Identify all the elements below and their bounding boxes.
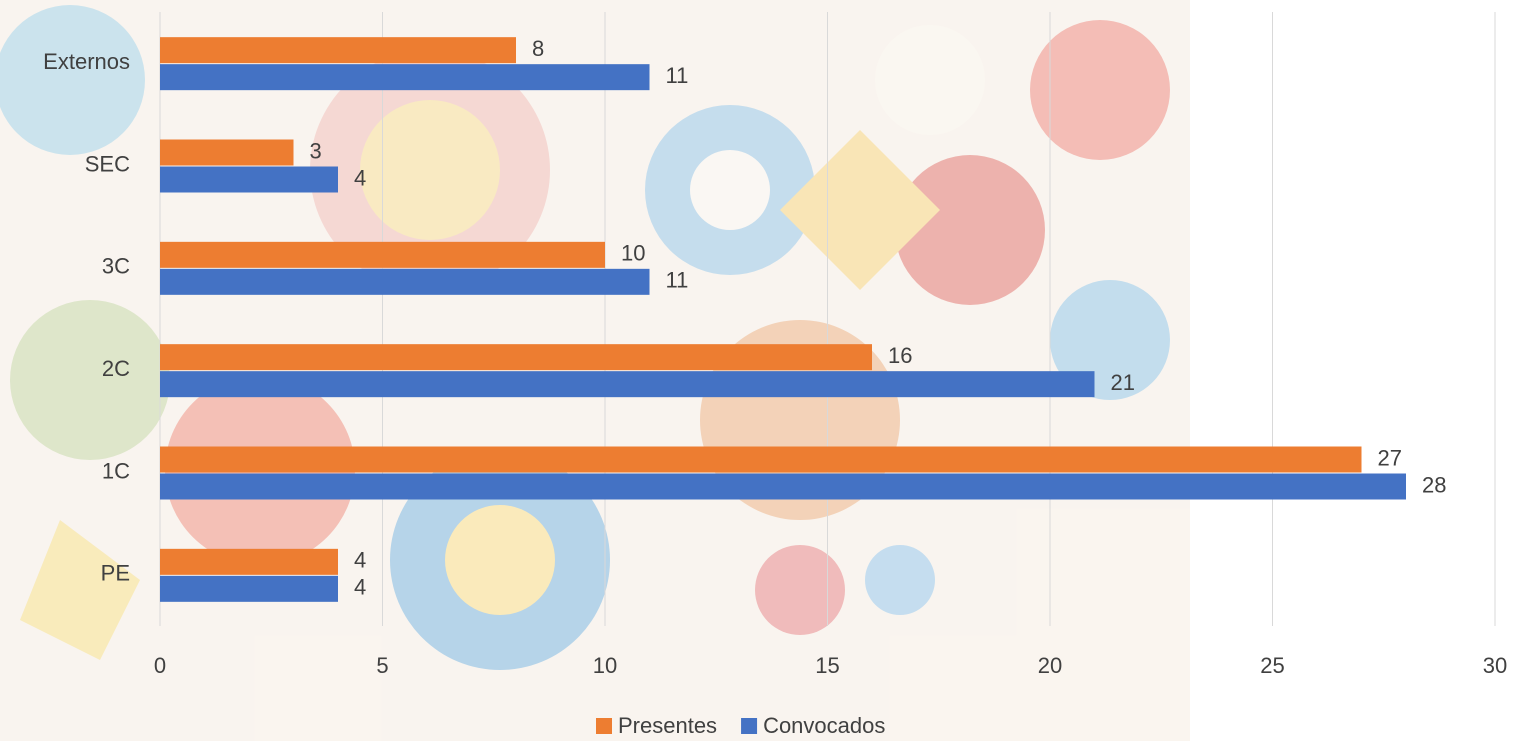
bar bbox=[160, 139, 294, 166]
bar bbox=[160, 166, 338, 193]
bar bbox=[160, 575, 338, 602]
bar bbox=[160, 64, 650, 91]
bar bbox=[160, 446, 1362, 473]
data-label: 27 bbox=[1378, 445, 1402, 470]
bar bbox=[160, 371, 1095, 398]
legend: Presentes Convocados bbox=[596, 713, 885, 738]
data-label: 4 bbox=[354, 165, 366, 190]
legend-swatch bbox=[596, 718, 612, 734]
legend-label: Presentes bbox=[618, 713, 717, 738]
bar bbox=[160, 37, 516, 64]
data-label: 11 bbox=[666, 268, 689, 293]
data-label: 21 bbox=[1111, 370, 1135, 395]
bar bbox=[160, 241, 605, 268]
x-tick-label: 0 bbox=[154, 653, 166, 678]
data-label: 3 bbox=[310, 138, 322, 163]
x-tick-label: 25 bbox=[1260, 653, 1284, 678]
y-tick-label: 1C bbox=[102, 458, 130, 483]
data-label: 4 bbox=[354, 548, 366, 573]
background-art bbox=[0, 0, 1190, 741]
bar bbox=[160, 344, 872, 371]
legend-swatch bbox=[741, 718, 758, 734]
data-label: 4 bbox=[354, 575, 366, 600]
data-label: 8 bbox=[532, 36, 544, 61]
x-tick-label: 15 bbox=[815, 653, 839, 678]
y-tick-label: SEC bbox=[85, 151, 130, 176]
x-tick-label: 5 bbox=[376, 653, 388, 678]
y-tick-label: 3C bbox=[102, 254, 130, 279]
bar bbox=[160, 268, 650, 295]
data-label: 11 bbox=[666, 63, 689, 88]
bars bbox=[160, 37, 1406, 602]
data-label: 28 bbox=[1422, 472, 1446, 497]
y-tick-label: 2C bbox=[102, 356, 130, 381]
legend-label: Convocados bbox=[763, 713, 885, 738]
data-label: 10 bbox=[621, 241, 645, 266]
grid bbox=[159, 12, 1496, 626]
bar bbox=[160, 473, 1406, 500]
labels: 0 5 10 15 20 25 30 Externos 8 11 SEC 3 4 3C 10 11 2C 16 21… bbox=[43, 36, 1507, 678]
x-tick-label: 20 bbox=[1038, 653, 1062, 678]
data-label: 16 bbox=[888, 343, 912, 368]
x-tick-label: 10 bbox=[593, 653, 617, 678]
y-tick-label: Externos bbox=[43, 49, 130, 74]
x-tick-label: 30 bbox=[1483, 653, 1507, 678]
bar bbox=[160, 548, 338, 575]
y-tick-label: PE bbox=[101, 561, 130, 586]
